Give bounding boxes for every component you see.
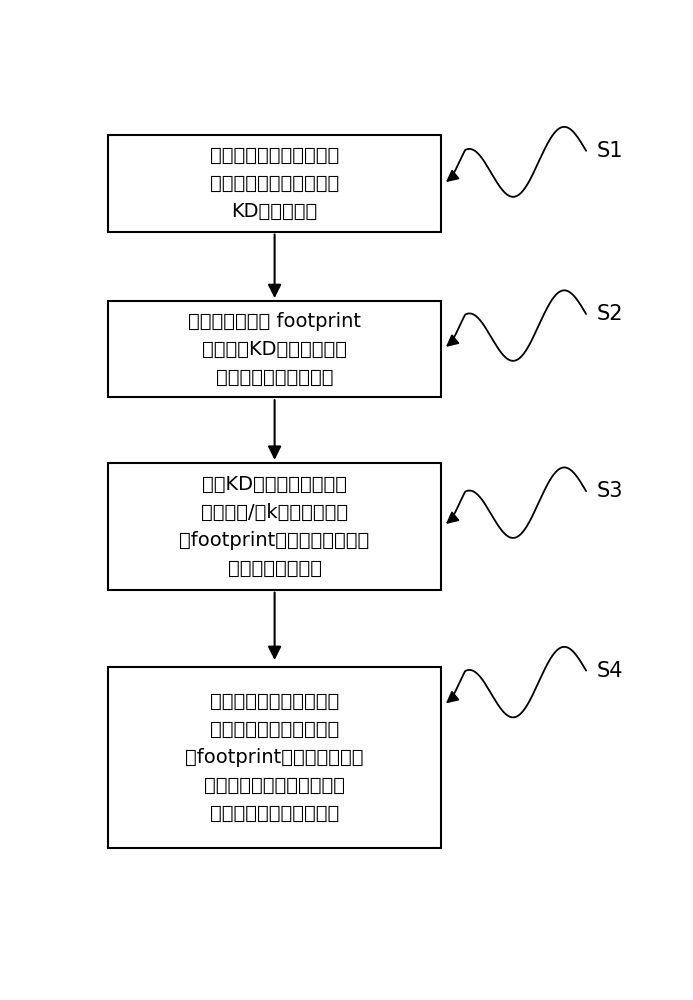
- Text: S2: S2: [597, 304, 623, 324]
- Text: 使用KD树形点云图中的半
径搜索和/或k近邻搜索机器
人footprint中心附近的云点，
获得搜索出的点云: 使用KD树形点云图中的半 径搜索和/或k近邻搜索机器 人footprint中心附…: [179, 475, 370, 578]
- Bar: [108, 301, 441, 397]
- Text: 遍历搜索出的点云，判断
搜索出的点云是否在机器
人footprint内部；若在，则
说明机器人碰撞障碍物；否
则机器人不会碰撞障碍物: 遍历搜索出的点云，判断 搜索出的点云是否在机器 人footprint内部；若在，…: [185, 692, 364, 823]
- Bar: [108, 135, 441, 232]
- Text: S4: S4: [597, 661, 623, 681]
- Text: 将预设的机器人 footprint
转置到在KD树形点云图中
机器人预设轨迹点位姿: 将预设的机器人 footprint 转置到在KD树形点云图中 机器人预设轨迹点位…: [188, 312, 361, 387]
- Text: S3: S3: [597, 481, 623, 501]
- Text: 将机器人的传感器获得的
多个点云处理后合并生成
KD树形点云图: 将机器人的传感器获得的 多个点云处理后合并生成 KD树形点云图: [210, 146, 340, 221]
- Bar: [108, 463, 441, 590]
- Bar: [108, 667, 441, 848]
- Text: S1: S1: [597, 141, 623, 161]
